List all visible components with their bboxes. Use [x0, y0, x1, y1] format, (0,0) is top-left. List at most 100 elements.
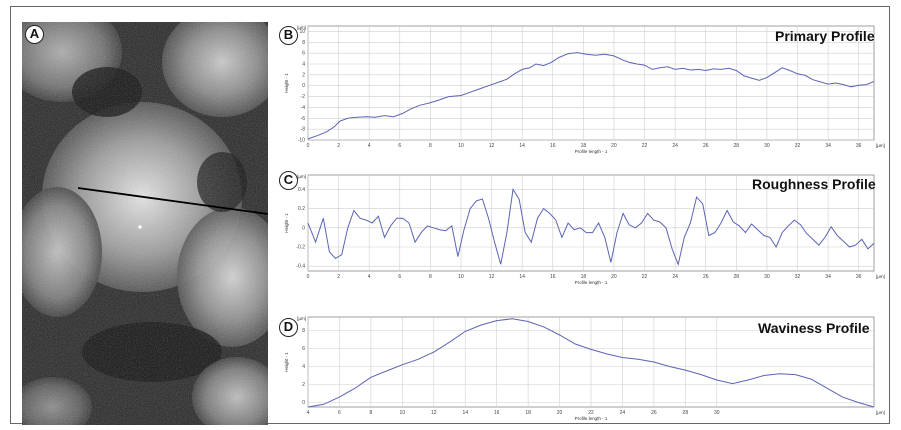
- x-tick-label: 4: [307, 410, 310, 416]
- x-tick-label: 4: [368, 143, 371, 149]
- y-tick-label: -8: [301, 127, 306, 133]
- x-tick-label: 24: [672, 274, 678, 280]
- x-tick-label: 16: [550, 143, 556, 149]
- x-tick-label: 18: [581, 143, 587, 149]
- series-line: [307, 52, 875, 140]
- y-tick-label: 4: [302, 62, 305, 68]
- y-tick-label: -2: [301, 94, 306, 100]
- panel-label-b: B: [279, 26, 298, 45]
- x-tick-label: 10: [458, 143, 464, 149]
- x-tick-label: 12: [489, 143, 495, 149]
- x-tick-label: 22: [642, 143, 648, 149]
- x-axis-label: Profile length - 1: [575, 149, 608, 154]
- x-tick-label: 8: [369, 410, 372, 416]
- roughness-profile-title: Roughness Profile: [752, 176, 876, 192]
- x-unit-label: [µm]: [876, 274, 885, 279]
- x-tick-label: 14: [462, 410, 468, 416]
- x-tick-label: 36: [856, 274, 862, 280]
- x-tick-label: 30: [714, 410, 720, 416]
- y-tick-label: 2: [302, 382, 305, 388]
- x-tick-label: 28: [734, 143, 740, 149]
- x-tick-label: 6: [398, 274, 401, 280]
- x-tick-label: 14: [519, 274, 525, 280]
- profile-line: [77, 187, 268, 215]
- y-unit-label: [µm]: [297, 25, 306, 30]
- x-tick-label: 28: [734, 274, 740, 280]
- x-tick-label: 2: [337, 274, 340, 280]
- y-tick-label: 8: [302, 40, 305, 46]
- y-tick-label: 4: [302, 364, 305, 370]
- x-tick-label: 20: [611, 274, 617, 280]
- x-tick-label: 8: [429, 143, 432, 149]
- x-tick-label: 0: [307, 274, 310, 280]
- roughness-profile-chart: 0 2 4 6 8 10 12 14 16 18 20 22 24 26 28 30 32 34 36-0.4-0.…: [284, 174, 885, 285]
- x-tick-label: 32: [795, 274, 801, 280]
- x-tick-label: 8: [429, 274, 432, 280]
- x-tick-label: 30: [764, 143, 770, 149]
- x-tick-label: 6: [398, 143, 401, 149]
- y-unit-label: [µm]: [297, 316, 306, 321]
- x-tick-label: 34: [825, 143, 831, 149]
- x-unit-label: [µm]: [876, 410, 885, 415]
- panel-label-a: A: [25, 25, 44, 44]
- primary-profile-chart: 0 2 4 6 8 10 12 14 16 18 20 22 24 26 28 30 32 34 36-10-8-6…: [284, 25, 885, 154]
- waviness-profile-title: Waviness Profile: [758, 320, 870, 336]
- plot-area: [307, 174, 875, 272]
- x-tick-label: 14: [519, 143, 525, 149]
- x-tick-label: 12: [489, 274, 495, 280]
- x-unit-label: [µm]: [876, 143, 885, 148]
- series-line: [307, 187, 875, 266]
- x-tick-label: 16: [550, 274, 556, 280]
- x-tick-label: 26: [703, 143, 709, 149]
- x-tick-label: 34: [825, 274, 831, 280]
- y-tick-label: 10: [299, 29, 305, 35]
- x-tick-label: 4: [368, 274, 371, 280]
- y-tick-label: 0.2: [298, 206, 305, 212]
- x-tick-label: 22: [642, 274, 648, 280]
- x-tick-label: 28: [683, 410, 689, 416]
- y-tick-label: 0: [302, 400, 305, 406]
- y-tick-label: 8: [302, 328, 305, 334]
- x-tick-label: 26: [703, 274, 709, 280]
- x-tick-label: 10: [458, 274, 464, 280]
- x-tick-label: 36: [856, 143, 862, 149]
- y-tick-label: 6: [302, 346, 305, 352]
- x-tick-label: 10: [400, 410, 406, 416]
- x-tick-label: 20: [611, 143, 617, 149]
- y-tick-label: 0.4: [298, 187, 305, 193]
- y-unit-label: [µm]: [297, 174, 306, 179]
- x-tick-label: 32: [795, 143, 801, 149]
- y-tick-label: 0: [302, 225, 305, 231]
- x-tick-label: 20: [557, 410, 563, 416]
- x-tick-label: 2: [337, 143, 340, 149]
- y-tick-label: -0.4: [296, 264, 305, 270]
- x-tick-label: 12: [431, 410, 437, 416]
- x-tick-label: 16: [494, 410, 500, 416]
- y-tick-label: -10: [298, 138, 305, 144]
- plot-area: [307, 25, 875, 141]
- y-tick-label: -4: [301, 105, 306, 111]
- x-tick-label: 22: [588, 410, 594, 416]
- x-tick-label: 6: [338, 410, 341, 416]
- y-axis-label: Height - 1: [284, 213, 289, 233]
- x-tick-label: 18: [581, 274, 587, 280]
- y-tick-label: 0: [302, 83, 305, 89]
- x-axis-label: Profile length - 1: [575, 280, 608, 285]
- y-tick-label: 6: [302, 51, 305, 57]
- y-axis-label: Height - 1: [284, 73, 289, 93]
- x-tick-label: 26: [651, 410, 657, 416]
- panel-label-c: C: [279, 171, 298, 190]
- figure-frame: [10, 6, 890, 424]
- sem-micrograph: [22, 22, 268, 425]
- y-tick-label: -0.2: [296, 245, 305, 251]
- panel-label-d: D: [279, 318, 298, 337]
- x-tick-label: 0: [307, 143, 310, 149]
- x-tick-label: 18: [525, 410, 531, 416]
- x-tick-label: 24: [620, 410, 626, 416]
- y-tick-label: -6: [301, 116, 306, 122]
- y-tick-label: 2: [302, 72, 305, 78]
- primary-profile-title: Primary Profile: [775, 28, 875, 44]
- y-axis-label: Height - 1: [284, 352, 289, 372]
